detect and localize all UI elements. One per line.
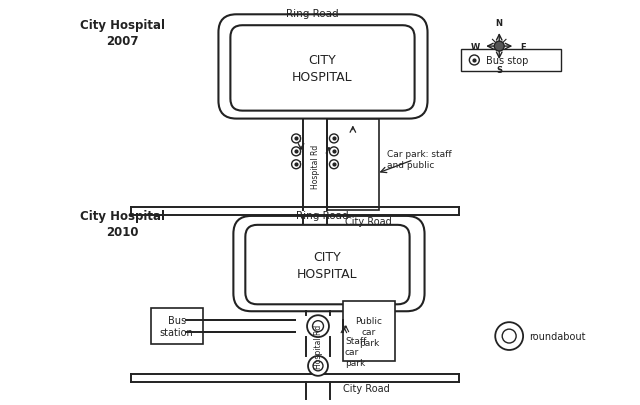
Circle shape bbox=[330, 160, 339, 169]
Text: Car park: staff
and public: Car park: staff and public bbox=[387, 150, 451, 170]
Text: Bus stop: Bus stop bbox=[486, 56, 529, 66]
Circle shape bbox=[469, 56, 479, 66]
Text: Bus
station: Bus station bbox=[160, 315, 193, 337]
Text: Hospital Rd: Hospital Rd bbox=[310, 145, 319, 189]
Bar bbox=[343, 302, 395, 361]
FancyBboxPatch shape bbox=[230, 26, 415, 111]
Text: City Road: City Road bbox=[345, 216, 392, 226]
Text: E: E bbox=[520, 43, 526, 51]
Circle shape bbox=[308, 356, 328, 376]
Text: S: S bbox=[496, 66, 502, 75]
Circle shape bbox=[292, 134, 301, 143]
Text: roundabout: roundabout bbox=[529, 331, 586, 341]
Text: City Hospital
2007: City Hospital 2007 bbox=[81, 19, 165, 48]
Circle shape bbox=[330, 134, 339, 143]
Text: Ring Road: Ring Road bbox=[296, 210, 349, 220]
Text: CITY
HOSPITAL: CITY HOSPITAL bbox=[297, 250, 358, 280]
Bar bbox=[327, 119, 379, 211]
Text: W: W bbox=[470, 43, 480, 51]
Text: Staff
car
park: Staff car park bbox=[345, 336, 366, 367]
Text: Hospital Rd: Hospital Rd bbox=[314, 324, 323, 368]
Circle shape bbox=[495, 322, 523, 350]
Text: City Hospital
2010: City Hospital 2010 bbox=[81, 209, 165, 239]
Circle shape bbox=[494, 42, 504, 52]
Circle shape bbox=[313, 361, 323, 371]
Text: Public
car
park: Public car park bbox=[355, 316, 382, 347]
Circle shape bbox=[312, 321, 323, 332]
Bar bbox=[461, 50, 561, 72]
FancyBboxPatch shape bbox=[245, 225, 410, 305]
Circle shape bbox=[307, 315, 329, 337]
Circle shape bbox=[330, 147, 339, 156]
Text: N: N bbox=[496, 19, 502, 28]
Circle shape bbox=[292, 160, 301, 169]
Circle shape bbox=[292, 147, 301, 156]
Text: City Road: City Road bbox=[343, 383, 390, 393]
Circle shape bbox=[502, 329, 516, 343]
Text: CITY
HOSPITAL: CITY HOSPITAL bbox=[292, 54, 353, 84]
Text: Ring Road: Ring Road bbox=[286, 9, 339, 19]
Bar bbox=[151, 309, 202, 344]
